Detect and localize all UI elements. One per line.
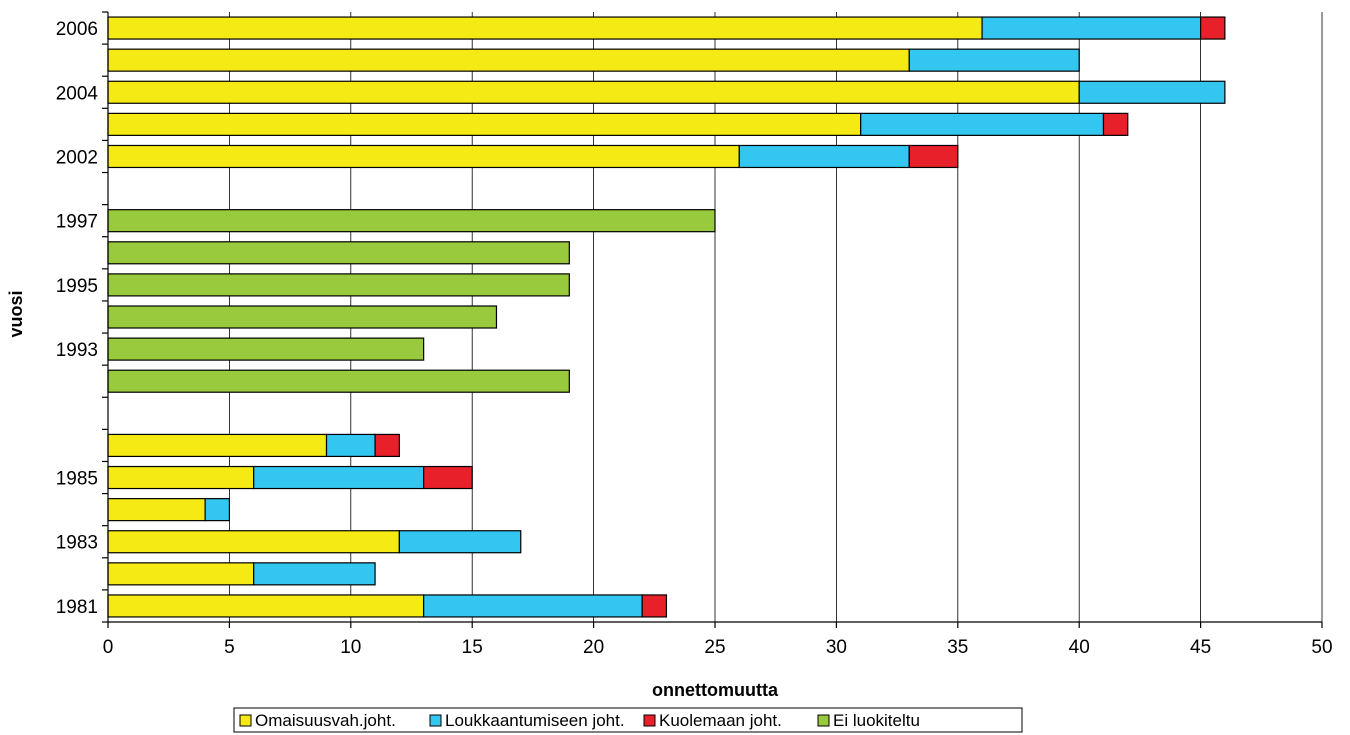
y-tick-label: 1985 <box>56 469 98 490</box>
bar-segment <box>107 562 255 586</box>
bar-segment <box>107 144 740 169</box>
x-tick-label: 35 <box>947 637 968 658</box>
x-tick-label: 25 <box>704 637 725 658</box>
legend-label: Ei luokiteltu <box>833 711 920 730</box>
axes <box>102 11 1323 628</box>
bar-segment <box>325 433 376 458</box>
legend-label: Loukkaantumiseen joht. <box>445 711 625 730</box>
bar-segment <box>1078 80 1226 104</box>
bar-segment <box>423 465 473 490</box>
legend-label: Kuolemaan joht. <box>659 711 782 730</box>
x-tick-label: 5 <box>224 637 235 658</box>
y-tick-label: 1981 <box>56 597 98 618</box>
x-tick-label: 45 <box>1190 637 1211 658</box>
bar-segment <box>860 112 1105 136</box>
bar-segment <box>253 465 425 490</box>
bar-segment <box>107 273 570 297</box>
x-tick-label: 30 <box>826 637 847 658</box>
y-tick-label: 2006 <box>56 19 98 40</box>
y-tick-label: 2004 <box>56 83 99 104</box>
bar-segment <box>398 530 522 554</box>
bar-segment <box>1199 16 1226 40</box>
bar-segment <box>107 594 425 618</box>
bar-segment <box>908 144 959 169</box>
bar-segment <box>107 433 328 458</box>
bar-segment <box>107 465 255 490</box>
x-tick-label: 50 <box>1311 637 1332 658</box>
bar-segment <box>107 16 983 40</box>
bar-segment <box>107 241 570 265</box>
bar-group <box>107 16 1226 618</box>
bar-segment <box>107 530 400 554</box>
y-axis-tick-labels: 1981 1983 1985 1993 1995 1997 2002 2004 2006 <box>56 19 99 618</box>
bar-segment <box>107 305 498 329</box>
bar-segment <box>107 112 862 136</box>
x-tick-label: 40 <box>1069 637 1090 658</box>
legend-swatch <box>643 714 656 727</box>
x-tick-label: 20 <box>583 637 604 658</box>
bar-segment <box>107 498 206 522</box>
bar-segment <box>107 80 1080 104</box>
legend-label: Omaisuusvah.joht. <box>255 711 396 730</box>
y-tick-label: 1993 <box>56 340 98 361</box>
legend-swatch <box>429 714 442 727</box>
x-axis-title: onnettomuutta <box>652 680 779 700</box>
x-axis-tick-labels: 0 5 10 15 20 25 30 35 40 45 50 <box>103 637 1333 658</box>
bar-segment <box>738 144 910 169</box>
y-axis-title: vuosi <box>6 290 26 337</box>
bar-segment <box>107 337 425 361</box>
legend-swatch <box>817 714 830 727</box>
bar-segment <box>908 48 1080 72</box>
legend: Omaisuusvah.joht. Loukkaantumiseen joht. K… <box>233 707 1023 733</box>
x-tick-label: 10 <box>340 637 361 658</box>
bar-segment <box>423 594 643 618</box>
bar-segment <box>107 369 570 393</box>
x-tick-label: 0 <box>103 637 114 658</box>
bar-segment <box>204 498 230 522</box>
bar-segment <box>374 433 400 458</box>
bar-segment <box>641 594 668 618</box>
y-tick-label: 1995 <box>56 276 98 297</box>
bar-segment <box>107 209 716 233</box>
legend-box <box>233 707 1023 733</box>
x-tick-label: 15 <box>462 637 483 658</box>
y-tick-label: 2002 <box>56 147 98 168</box>
bar-segment <box>253 562 376 586</box>
y-tick-label: 1997 <box>56 212 98 233</box>
bar-segment <box>981 16 1202 40</box>
bar-segment <box>107 48 910 72</box>
bar-segment <box>1102 112 1129 136</box>
legend-swatch <box>239 714 252 727</box>
y-tick-label: 1983 <box>56 533 98 554</box>
